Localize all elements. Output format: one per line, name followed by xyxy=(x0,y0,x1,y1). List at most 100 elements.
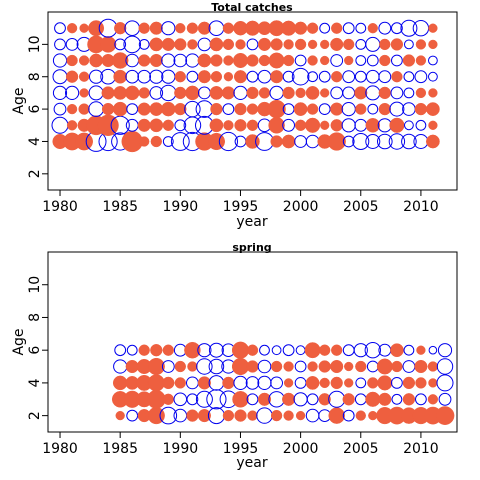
bubble xyxy=(197,343,212,358)
bubble xyxy=(89,53,103,68)
bubble xyxy=(388,133,406,150)
bubble xyxy=(331,22,343,34)
bubble xyxy=(344,55,354,66)
bubble xyxy=(246,103,259,115)
bubble xyxy=(305,86,320,100)
bubble xyxy=(416,345,426,355)
bubble xyxy=(66,54,78,67)
bubble xyxy=(197,376,211,390)
bubble xyxy=(355,103,367,115)
bubble xyxy=(259,344,270,356)
bubble xyxy=(428,55,438,66)
bubble xyxy=(306,22,319,34)
bubble xyxy=(379,38,391,51)
bubble xyxy=(114,22,127,35)
bubble xyxy=(101,102,115,116)
bubble xyxy=(428,378,438,388)
bubble xyxy=(355,22,367,34)
bubble xyxy=(319,22,331,34)
bubble xyxy=(307,361,318,372)
bubble xyxy=(257,37,272,51)
bubble xyxy=(283,361,294,372)
bubble xyxy=(391,360,403,373)
bubble xyxy=(390,343,404,358)
bubble xyxy=(404,120,414,131)
bubble xyxy=(223,72,234,82)
bubble xyxy=(209,37,224,52)
bubble xyxy=(330,37,344,51)
bubble xyxy=(281,134,296,149)
bubble xyxy=(294,21,308,35)
bubble xyxy=(404,39,414,50)
bubble xyxy=(271,345,282,356)
bubble xyxy=(149,86,164,100)
bubble xyxy=(113,69,128,84)
bubble xyxy=(320,88,330,98)
panel-title: Total catches xyxy=(211,1,293,14)
bubble xyxy=(209,86,224,100)
bubble xyxy=(282,86,295,100)
bubble xyxy=(231,357,250,376)
bubble xyxy=(331,344,343,356)
bubble xyxy=(162,344,174,356)
x-tick-label: 1995 xyxy=(223,199,259,215)
bubble xyxy=(138,344,150,356)
bubble xyxy=(342,22,355,35)
bubble xyxy=(428,345,438,355)
bubble xyxy=(66,103,78,115)
bubble xyxy=(436,358,454,375)
bubble xyxy=(415,119,427,131)
bubble xyxy=(206,389,227,410)
bubble xyxy=(89,69,104,84)
bubble xyxy=(174,360,186,373)
bubble xyxy=(115,410,125,421)
bubble xyxy=(233,70,248,84)
bubble xyxy=(138,87,150,99)
bubble xyxy=(162,119,174,131)
bubble xyxy=(282,344,295,357)
bubble xyxy=(378,86,391,100)
bubble xyxy=(435,406,455,425)
bubble xyxy=(197,21,211,35)
bubble xyxy=(270,409,283,422)
y-tick-label: 4 xyxy=(27,378,43,387)
bubble xyxy=(186,22,199,34)
bubble xyxy=(305,117,321,133)
bubble xyxy=(187,361,198,372)
y-tick-label: 10 xyxy=(27,276,43,294)
bubble xyxy=(320,120,330,130)
bubble xyxy=(174,102,187,116)
bubble xyxy=(161,360,175,373)
bubble xyxy=(319,344,331,356)
bubble xyxy=(366,54,379,67)
bubble xyxy=(234,409,247,422)
bubble xyxy=(138,54,151,67)
bubble xyxy=(342,135,355,148)
bubble xyxy=(364,342,381,359)
bubble xyxy=(159,406,178,425)
bubble xyxy=(415,393,427,406)
panel-total-catches: Total catches 1980 1985 1990 1995 2000 2005 20… xyxy=(11,1,458,230)
bubble xyxy=(139,136,150,147)
bubble xyxy=(125,359,139,374)
bubble xyxy=(246,86,259,100)
bubble xyxy=(186,393,199,406)
bubble xyxy=(344,361,354,372)
bubble xyxy=(355,410,366,421)
bubble xyxy=(65,85,80,101)
x-axis-title: year xyxy=(236,214,267,230)
bubble xyxy=(246,119,259,131)
bubble xyxy=(174,71,186,83)
bubble xyxy=(247,410,258,421)
bubble xyxy=(352,133,370,150)
bubble xyxy=(391,54,403,67)
bubble xyxy=(307,55,318,66)
bubble xyxy=(184,100,201,118)
bubble xyxy=(52,85,68,101)
y-tick-label: 8 xyxy=(27,72,43,81)
bubble xyxy=(234,102,247,116)
bubble xyxy=(174,86,187,100)
bubble xyxy=(78,103,90,115)
bubble xyxy=(401,133,417,150)
bubble xyxy=(124,85,140,101)
